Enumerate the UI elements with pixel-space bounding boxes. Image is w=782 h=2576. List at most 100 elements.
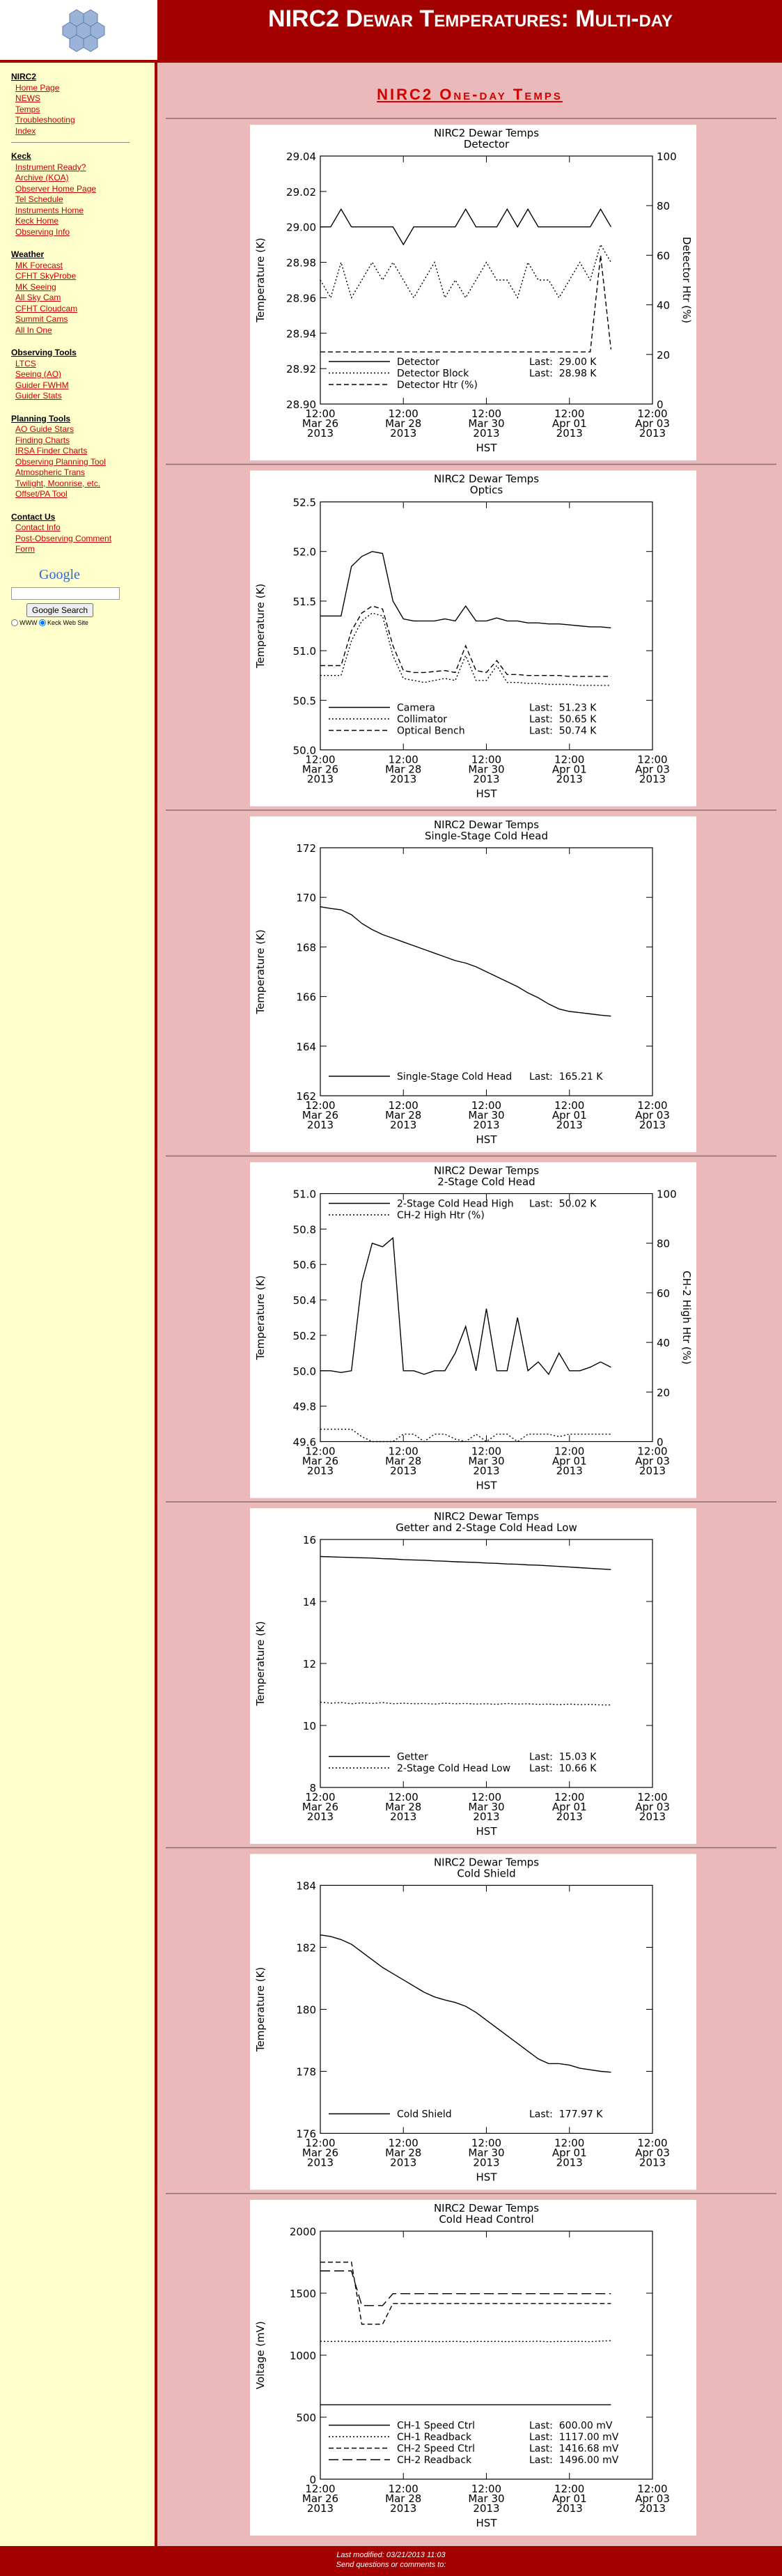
series-line: [320, 208, 612, 246]
nav-link[interactable]: Twilight, Moonrise, etc.: [15, 478, 101, 488]
x-tick-label: Apr 01: [552, 1801, 587, 1813]
legend-last: Last: 50.02 K: [529, 1199, 597, 1210]
radio-www[interactable]: [11, 619, 18, 627]
y-tick-label: 176: [296, 2128, 316, 2141]
y2-tick-label: 100: [657, 150, 677, 163]
x-tick-label: 2013: [639, 2502, 666, 2515]
x-tick-label: 12:00: [554, 2483, 584, 2495]
x-tick-label: 2013: [639, 1465, 666, 1477]
x-tick-label: 2013: [390, 2502, 416, 2515]
x-tick-label: 12:00: [305, 2483, 335, 2495]
nav-link[interactable]: Observer Home Page: [15, 183, 97, 194]
x-axis-label: HST: [476, 1825, 498, 1838]
nav-link[interactable]: All In One: [15, 325, 52, 335]
nav-link[interactable]: Guider FWHM: [15, 380, 69, 390]
legend-label: Camera: [397, 703, 435, 714]
nav-link[interactable]: Post-Observing Comment Form: [15, 533, 112, 554]
nav-link[interactable]: IRSA Finder Charts: [15, 446, 88, 456]
x-tick-label: 12:00: [554, 1099, 584, 1112]
legend-last: Last: 1416.68 mV: [529, 2444, 619, 2455]
y-tick-label: 10: [303, 1720, 316, 1732]
nav-link[interactable]: MK Forecast: [15, 260, 63, 270]
y-axis-label: Temperature (K): [254, 238, 267, 323]
nav-link[interactable]: Guider Stats: [15, 391, 62, 401]
legend-last: Last: 1117.00 mV: [529, 2432, 619, 2443]
nav-link[interactable]: LTCS: [15, 358, 36, 368]
nav-link[interactable]: Keck Home: [15, 216, 59, 226]
nav-link[interactable]: Archive (KOA): [15, 173, 69, 183]
x-tick-label: 2013: [473, 1465, 499, 1477]
x-tick-label: 12:00: [305, 1791, 335, 1803]
nav-link[interactable]: Finding Charts: [15, 435, 70, 445]
nav-link[interactable]: Observing Planning Tool: [15, 456, 106, 467]
legend-label: Detector: [397, 357, 439, 368]
series-line: [320, 1934, 611, 2073]
x-tick-label: 12:00: [305, 1445, 335, 1458]
radio-keck[interactable]: [39, 619, 46, 627]
x-tick-label: 2013: [639, 773, 666, 786]
y-tick-label: 50.0: [293, 745, 316, 757]
nav-link[interactable]: CFHT SkyProbe: [15, 271, 77, 281]
chart-title: NIRC2 Dewar Temps: [434, 2202, 539, 2214]
x-tick-label: Mar 26: [302, 1109, 338, 1122]
x-tick-label: Mar 30: [468, 1455, 504, 1468]
y-tick-label: 182: [296, 1942, 316, 1955]
legend-label: Optical Bench: [397, 726, 465, 737]
search-button[interactable]: Google Search: [26, 603, 94, 617]
nav-link[interactable]: MK Seeing: [15, 281, 56, 292]
nav-link[interactable]: All Sky Cam: [15, 293, 61, 302]
chart-title: NIRC2 Dewar Temps: [434, 1856, 539, 1869]
nav-link[interactable]: Seeing (AO): [15, 369, 62, 379]
x-tick-label: 12:00: [554, 2137, 584, 2150]
nav-link[interactable]: Instruments Home: [15, 205, 84, 215]
nav-link[interactable]: Atmospheric Trans: [15, 467, 86, 477]
nav-heading: Weather: [11, 249, 45, 259]
nav-link[interactable]: Troubleshooting: [15, 115, 75, 125]
x-axis-label: HST: [476, 788, 498, 800]
nav-heading: NIRC2: [11, 72, 37, 82]
nav-link[interactable]: Contact Info: [15, 522, 61, 532]
x-tick-label: 2013: [307, 427, 334, 440]
x-tick-label: Apr 03: [635, 2147, 670, 2159]
series-line: [320, 2261, 611, 2325]
y-tick-label: 168: [296, 941, 316, 954]
y2-tick-label: 80: [657, 1238, 670, 1250]
x-tick-label: 12:00: [554, 1791, 584, 1803]
header: NIRC2 Dewar Temperatures: Multi-day: [0, 0, 782, 63]
x-tick-label: 12:00: [637, 2483, 667, 2495]
x-tick-label: 2013: [556, 2502, 583, 2515]
nav-link[interactable]: Instrument Ready?: [15, 162, 86, 172]
logo-graphic: [62, 9, 105, 52]
chart-panel: [250, 125, 696, 460]
y-tick-label: 29.00: [286, 222, 316, 234]
y-tick-label: 162: [296, 1090, 316, 1103]
x-tick-label: Apr 01: [552, 417, 587, 430]
nav-link[interactable]: Summit Cams: [15, 314, 68, 324]
nav-link[interactable]: NEWS: [15, 93, 40, 103]
x-tick-label: Mar 26: [302, 2147, 338, 2159]
nav-link[interactable]: Observing Info: [15, 226, 70, 237]
x-tick-label: Mar 28: [385, 2492, 421, 2505]
nav-link[interactable]: Home Page: [15, 82, 60, 93]
nav-link[interactable]: Tel Schedule: [15, 194, 63, 204]
nav: NIRC2 Home Page NEWS Temps Troubleshooting In…: [11, 72, 155, 555]
chart-panel: [250, 2200, 696, 2536]
radio-label: Keck Web Site: [47, 619, 88, 626]
chart-subtitle: 2-Stage Cold Head: [437, 1176, 535, 1188]
x-tick-label: 12:00: [305, 754, 335, 766]
x-axis-label: HST: [476, 442, 498, 454]
nav-link[interactable]: Temps: [15, 104, 40, 114]
nav-link[interactable]: CFHT Cloudcam: [15, 303, 78, 313]
y2-tick-label: 60: [657, 1287, 670, 1300]
nav-link[interactable]: AO Guide Stars: [15, 424, 75, 434]
y-tick-label: 29.02: [286, 186, 316, 199]
x-tick-label: 2013: [556, 427, 583, 440]
y-axis-label: Temperature (K): [254, 929, 267, 1014]
legend-label: Detector Block: [397, 368, 469, 380]
nav-link[interactable]: Index: [15, 125, 36, 136]
search-input[interactable]: [11, 587, 120, 600]
x-tick-label: 2013: [307, 1810, 334, 1823]
nav-link[interactable]: Offset/PA Tool: [15, 489, 68, 499]
y2-tick-label: 60: [657, 249, 670, 262]
x-tick-label: 2013: [473, 2157, 499, 2169]
